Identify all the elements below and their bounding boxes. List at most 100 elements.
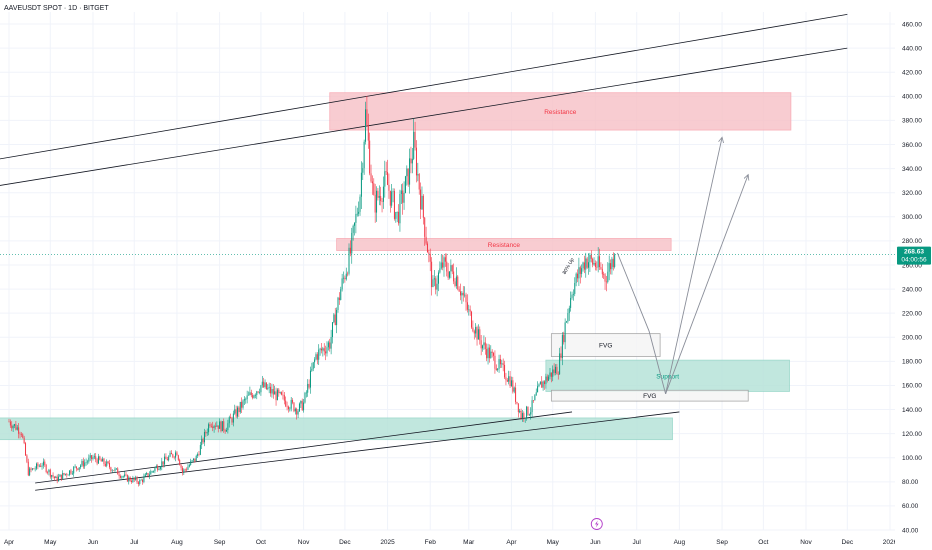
- candle: [407, 168, 409, 185]
- candle: [446, 261, 448, 272]
- x-tick-label: Aug: [171, 539, 183, 546]
- y-tick-label: 260.00: [902, 262, 922, 269]
- candle: [487, 347, 489, 359]
- projection-arrow[interactable]: [665, 175, 749, 395]
- zone-fvg: [550, 389, 749, 402]
- candle: [314, 359, 316, 363]
- projection-arrow[interactable]: [616, 137, 722, 395]
- candle: [607, 271, 609, 282]
- candle: [418, 174, 420, 190]
- candle: [80, 465, 82, 468]
- candle: [173, 456, 175, 458]
- y-tick-label: 240.00: [902, 286, 922, 293]
- candle: [395, 212, 397, 219]
- candle: [228, 417, 230, 424]
- candle: [144, 474, 146, 477]
- x-tick-label: Dec: [339, 539, 351, 546]
- candle: [421, 195, 423, 210]
- candle: [301, 400, 303, 411]
- candle: [355, 213, 357, 223]
- candle: [292, 400, 294, 403]
- candle: [99, 456, 101, 460]
- candle: [66, 473, 68, 475]
- candle: [158, 468, 160, 471]
- x-tick-label: Feb: [425, 539, 437, 546]
- candle: [495, 368, 497, 370]
- candle: [566, 321, 568, 323]
- candle: [417, 174, 419, 176]
- candle: [242, 400, 244, 408]
- candle: [55, 476, 57, 479]
- candle: [221, 421, 223, 432]
- x-tick-label: Jun: [88, 539, 99, 546]
- candle: [370, 173, 372, 182]
- candle: [159, 467, 161, 469]
- candle: [455, 276, 457, 286]
- candle: [254, 395, 256, 396]
- trendline[interactable]: [35, 411, 680, 491]
- candle: [41, 465, 43, 467]
- trendline[interactable]: [35, 411, 573, 484]
- candle: [388, 184, 390, 191]
- candle: [542, 381, 544, 388]
- candle: [409, 158, 411, 185]
- y-tick-label: 120.00: [902, 431, 922, 438]
- candle: [572, 293, 574, 295]
- candle: [147, 473, 149, 477]
- zone-label: FVG: [643, 393, 656, 400]
- candle: [42, 461, 44, 466]
- candle: [382, 186, 384, 202]
- candle: [541, 381, 543, 388]
- candle: [586, 258, 588, 268]
- candle: [175, 452, 177, 458]
- candle: [283, 395, 285, 401]
- y-tick-label: 380.00: [902, 118, 922, 125]
- candle: [594, 262, 596, 267]
- candle: [202, 438, 204, 443]
- trendline[interactable]: [0, 47, 848, 187]
- candle: [447, 271, 449, 278]
- candle: [396, 211, 398, 213]
- candle: [213, 425, 215, 429]
- candle: [53, 476, 55, 479]
- candle: [86, 461, 88, 463]
- trendline[interactable]: [0, 14, 848, 160]
- candle: [190, 461, 192, 465]
- candle: [451, 265, 453, 272]
- y-tick-label: 440.00: [902, 45, 922, 52]
- candle: [180, 465, 182, 468]
- candle: [380, 196, 382, 202]
- candle: [483, 342, 485, 346]
- candle: [8, 421, 10, 423]
- candle: [170, 452, 172, 455]
- candle: [570, 297, 572, 308]
- x-tick-label: Jul: [130, 539, 139, 546]
- candle: [235, 409, 237, 417]
- candle: [513, 387, 515, 392]
- x-tick-label: Mar: [463, 539, 475, 546]
- candle: [426, 243, 428, 253]
- candle: [18, 427, 20, 434]
- y-tick-label: 460.00: [902, 21, 922, 28]
- candle: [588, 262, 590, 268]
- candle: [579, 267, 581, 274]
- candle: [366, 109, 368, 125]
- candle: [230, 417, 232, 419]
- candle: [415, 147, 417, 176]
- zone-label: Resistance: [488, 242, 521, 249]
- candle: [614, 254, 616, 268]
- candle: [307, 383, 309, 393]
- candle: [484, 342, 486, 350]
- candle: [400, 190, 402, 195]
- candle: [436, 283, 438, 290]
- candle: [429, 254, 431, 262]
- price-tag-value: 268.63: [904, 249, 924, 256]
- candle: [238, 407, 240, 413]
- candle: [359, 196, 361, 212]
- candle: [305, 392, 307, 394]
- candle: [143, 476, 145, 482]
- y-tick-label: 160.00: [902, 383, 922, 390]
- candle: [440, 262, 442, 269]
- candle: [16, 427, 18, 430]
